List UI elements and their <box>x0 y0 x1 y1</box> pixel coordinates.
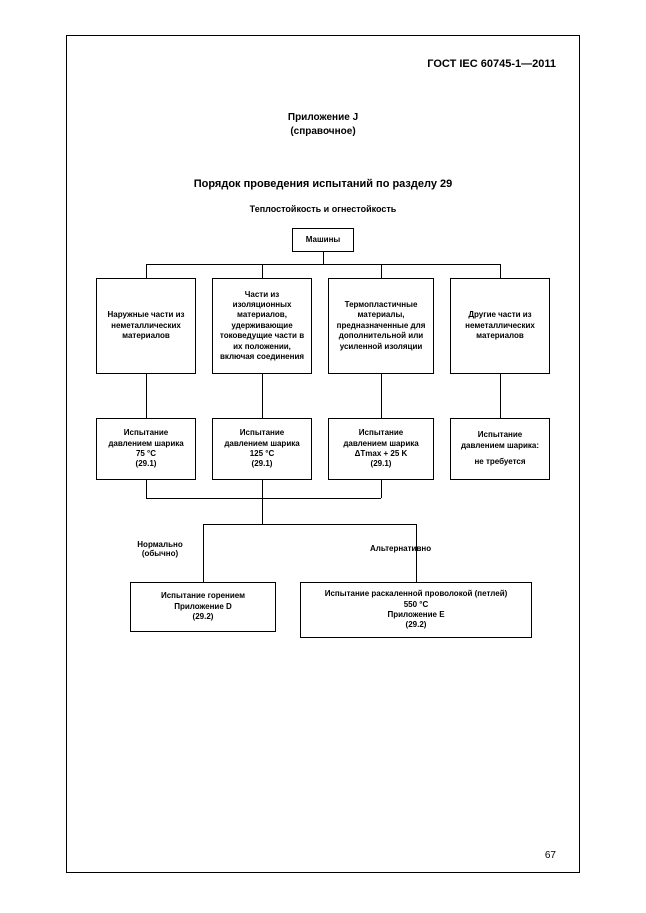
conn-split-r <box>416 524 417 582</box>
node-test4: Испытание давлением шарика: не требуется <box>450 418 550 480</box>
t2l1: Испытание <box>240 428 284 438</box>
t2l4: (29.1) <box>252 459 273 469</box>
conn-root-down <box>323 252 324 264</box>
t1l4: (29.1) <box>136 459 157 469</box>
node-cat1-label: Наружные части из неметаллических матери… <box>101 310 191 341</box>
conn-split-h <box>203 524 416 525</box>
node-test1: Испытание давлением шарика 75 °С (29.1) <box>96 418 196 480</box>
node-cat1: Наружные части из неметаллических матери… <box>96 278 196 374</box>
main-title: Порядок проведения испытаний по разделу … <box>0 178 646 190</box>
node-final2: Испытание раскаленной проволокой (петлей… <box>300 582 532 638</box>
t4l3: не требуется <box>474 457 525 467</box>
conn-merge-h <box>146 498 381 499</box>
label-alternative: Альтернативно <box>370 544 431 553</box>
f1l2: Приложение D <box>174 602 232 612</box>
annex-title: Приложение J <box>0 112 646 123</box>
node-root: Машины <box>292 228 354 252</box>
conn-merge-d <box>262 498 263 524</box>
node-final1: Испытание горением Приложение D (29.2) <box>130 582 276 632</box>
node-cat2: Части из изоляционных материалов, удержи… <box>212 278 312 374</box>
t2l2: давлением шарика <box>224 439 299 449</box>
node-test3: Испытание давлением шарика ΔTmax + 25 K … <box>328 418 434 480</box>
label-normal: Нормально (обычно) <box>130 540 190 558</box>
f1l1: Испытание горением <box>161 591 245 601</box>
conn-r1-c3 <box>381 264 382 278</box>
conn-c1-12 <box>146 374 147 418</box>
sub-title: Теплостойкость и огнестойкость <box>0 204 646 214</box>
t3l1: Испытание <box>359 428 403 438</box>
conn-row1-h <box>146 264 500 265</box>
f2l4: (29.2) <box>406 620 427 630</box>
annex-subtitle: (справочное) <box>0 126 646 137</box>
node-cat4-label: Другие части из неметаллических материал… <box>455 310 545 341</box>
conn-c2-d <box>262 480 263 498</box>
node-cat3-label: Термопластичные материалы, предназначенн… <box>333 300 429 352</box>
node-cat2-label: Части из изоляционных материалов, удержи… <box>217 290 307 363</box>
conn-r1-c1 <box>146 264 147 278</box>
f1l3: (29.2) <box>193 612 214 622</box>
t3l3: ΔTmax + 25 K <box>355 449 408 459</box>
f2l1: Испытание раскаленной проволокой (петлей… <box>325 589 508 599</box>
conn-c1-d <box>146 480 147 498</box>
f2l2: 550 °С <box>404 600 429 610</box>
conn-r1-c2 <box>262 264 263 278</box>
t3l2: давлением шарика <box>343 439 418 449</box>
node-cat3: Термопластичные материалы, предназначенн… <box>328 278 434 374</box>
header-standard: ГОСТ IEC 60745-1—2011 <box>427 58 556 70</box>
node-cat4: Другие части из неметаллических материал… <box>450 278 550 374</box>
page-number: 67 <box>545 850 556 861</box>
t4l2: давлением шарика: <box>461 441 539 451</box>
f2l3: Приложение E <box>387 610 444 620</box>
node-root-label: Машины <box>306 235 340 245</box>
conn-c3-12 <box>381 374 382 418</box>
t2l3: 125 °С <box>250 449 275 459</box>
t1l1: Испытание <box>124 428 168 438</box>
conn-c2-12 <box>262 374 263 418</box>
t1l3: 75 °С <box>136 449 156 459</box>
t4l1: Испытание <box>478 430 522 440</box>
conn-r1-c4 <box>500 264 501 278</box>
conn-split-l <box>203 524 204 582</box>
t3l4: (29.1) <box>371 459 392 469</box>
conn-c4-12 <box>500 374 501 418</box>
t1l2: давлением шарика <box>108 439 183 449</box>
node-test2: Испытание давлением шарика 125 °С (29.1) <box>212 418 312 480</box>
conn-c3-d <box>381 480 382 498</box>
